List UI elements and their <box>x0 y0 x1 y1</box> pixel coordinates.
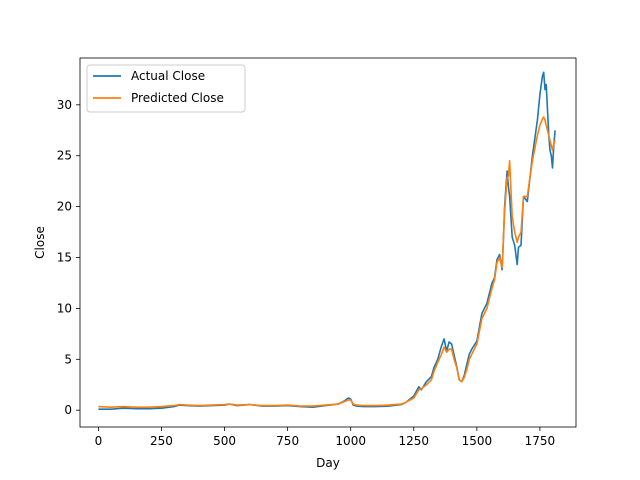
y-tick-label: 15 <box>57 251 72 265</box>
x-tick-label: 1250 <box>399 434 430 448</box>
x-tick-label: 250 <box>150 434 173 448</box>
x-tick-label: 1000 <box>335 434 366 448</box>
legend-label-1: Actual Close <box>131 69 205 83</box>
y-tick-label: 5 <box>64 352 72 366</box>
y-tick-label: 20 <box>57 200 72 214</box>
x-tick-label: 500 <box>213 434 236 448</box>
x-tick-label: 1750 <box>525 434 556 448</box>
legend-label-2: Predicted Close <box>131 91 224 105</box>
y-axis: 0 5 10 15 20 25 30 <box>57 98 80 417</box>
x-tick-label: 1500 <box>462 434 493 448</box>
y-tick-label: 25 <box>57 149 72 163</box>
y-tick-label: 0 <box>64 403 72 417</box>
y-tick-label: 30 <box>57 98 72 112</box>
y-axis-label: Close <box>33 226 47 259</box>
legend: Actual Close Predicted Close <box>86 64 246 113</box>
series-line-2 <box>98 116 556 409</box>
x-tick-label: 750 <box>276 434 299 448</box>
x-tick-label: 0 <box>95 434 103 448</box>
x-axis: 0 250 500 750 1000 1250 1500 1750 <box>95 427 556 448</box>
y-tick-label: 10 <box>57 301 72 315</box>
plot-area <box>79 57 577 428</box>
legend-box <box>86 64 246 113</box>
x-axis-label: Day <box>316 456 340 470</box>
plot-frame <box>79 57 577 428</box>
